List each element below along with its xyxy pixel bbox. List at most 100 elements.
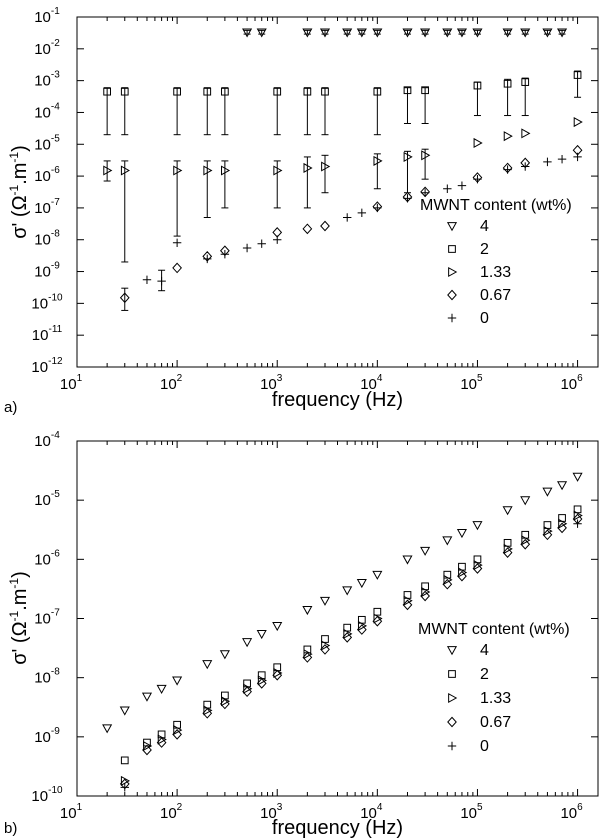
y-tick-exponent: -8	[51, 667, 60, 678]
data-point	[421, 547, 429, 555]
x-axis-title: frequency (Hz)	[272, 389, 403, 411]
x-tick-exponent: 3	[277, 373, 283, 384]
y-tick-base: 10	[31, 295, 48, 312]
legend-label: 0.67	[480, 287, 511, 304]
y-axis-title: σ' (Ω-1.m-1)	[7, 145, 31, 239]
x-tick-base: 10	[160, 805, 177, 822]
y-tick-label: 10-2	[34, 38, 60, 58]
data-point	[258, 631, 266, 639]
data-point	[574, 118, 582, 126]
data-point	[343, 587, 351, 595]
data-point	[343, 213, 351, 221]
data-point	[303, 224, 311, 233]
data-point	[458, 530, 466, 538]
data-point	[443, 537, 451, 545]
data-point	[221, 651, 229, 659]
y-axis-title-part: σ' (Ω	[9, 621, 31, 664]
legend-label: 4	[480, 218, 489, 235]
y-tick-exponent: -10	[48, 292, 63, 303]
y-tick-exponent: -9	[51, 261, 60, 272]
plot-frame	[77, 17, 598, 367]
legend-label: 0	[480, 738, 489, 755]
y-tick-exponent: -9	[51, 726, 60, 737]
panel-label: a)	[4, 399, 17, 416]
x-tick-label: 105	[460, 373, 483, 393]
y-tick-label: 10-7	[34, 608, 60, 628]
data-point	[558, 155, 566, 163]
y-axis-title-part: -1	[7, 184, 21, 195]
x-tick-label: 102	[160, 373, 183, 393]
legend: MWNT content (wt%)421.330.670	[418, 621, 570, 755]
data-point	[358, 209, 366, 217]
y-tick-base: 10	[34, 611, 51, 628]
data-point	[458, 181, 466, 189]
series-1.33	[121, 511, 581, 785]
data-point	[504, 132, 512, 140]
chart-panel-2: 101 102 103 104 105 10610-1010-910-810-710-61…	[4, 430, 598, 839]
data-point	[558, 482, 566, 490]
y-tick-exponent: -7	[51, 608, 60, 619]
legend-label: 1.33	[480, 690, 511, 707]
data-point	[373, 571, 381, 579]
y-tick-exponent: -4	[51, 430, 60, 441]
y-tick-exponent: -6	[51, 165, 60, 176]
data-point	[521, 497, 529, 505]
data-point	[303, 606, 311, 614]
series-0.67	[121, 514, 582, 788]
y-axis-title-part: -1	[7, 578, 21, 589]
y-tick-exponent: -1	[51, 6, 60, 17]
y-tick-exponent: -3	[51, 70, 60, 81]
y-tick-base: 10	[32, 327, 49, 344]
y-tick-label: 10-1	[34, 6, 60, 26]
data-point	[173, 677, 181, 685]
data-point	[273, 623, 281, 631]
y-tick-base: 10	[34, 551, 51, 568]
y-axis-title-part: )	[9, 571, 31, 578]
y-tick-label: 10-10	[31, 785, 63, 805]
y-tick-exponent: -12	[48, 356, 63, 367]
y-axis-title-part: .m	[9, 589, 31, 611]
legend-marker	[448, 223, 456, 231]
x-tick-exponent: 3	[277, 802, 283, 813]
y-axis-title-part: -1	[7, 152, 21, 163]
y-tick-label: 10-8	[34, 667, 60, 687]
data-point	[157, 277, 165, 285]
series-4	[243, 29, 566, 37]
data-point	[273, 236, 281, 244]
y-tick-exponent: -10	[48, 785, 63, 796]
y-axis-title-part: σ' (Ω	[9, 195, 31, 238]
data-point	[358, 580, 366, 588]
data-point	[443, 185, 451, 193]
data-point	[173, 263, 181, 272]
data-point	[103, 725, 111, 733]
data-point	[243, 244, 251, 252]
data-point	[473, 522, 481, 530]
legend-label: 2	[480, 666, 489, 683]
y-tick-base: 10	[31, 788, 48, 805]
x-tick-base: 10	[160, 376, 177, 393]
x-tick-exponent: 4	[377, 802, 383, 813]
y-tick-label: 10-4	[34, 101, 60, 121]
data-point	[143, 276, 151, 284]
x-tick-label: 105	[460, 802, 483, 822]
legend-label: 1.33	[480, 264, 511, 281]
data-point	[221, 250, 229, 258]
x-tick-base: 10	[460, 376, 477, 393]
y-tick-base: 10	[34, 41, 51, 58]
x-tick-exponent: 5	[477, 802, 483, 813]
y-tick-label: 10-4	[34, 430, 60, 450]
x-tick-exponent: 5	[477, 373, 483, 384]
y-tick-exponent: -6	[51, 548, 60, 559]
series-0.67	[121, 146, 582, 311]
data-point	[203, 255, 211, 263]
legend-label: 2	[480, 241, 489, 258]
data-point	[522, 129, 530, 137]
x-tick-exponent: 1	[77, 802, 83, 813]
legend-marker	[449, 694, 457, 702]
y-tick-label: 10-10	[31, 292, 63, 312]
data-point	[543, 158, 551, 166]
data-point	[121, 757, 128, 764]
x-tick-label: 101	[60, 373, 83, 393]
x-tick-exponent: 4	[377, 373, 383, 384]
y-axis-title: σ' (Ω-1.m-1)	[7, 571, 31, 665]
